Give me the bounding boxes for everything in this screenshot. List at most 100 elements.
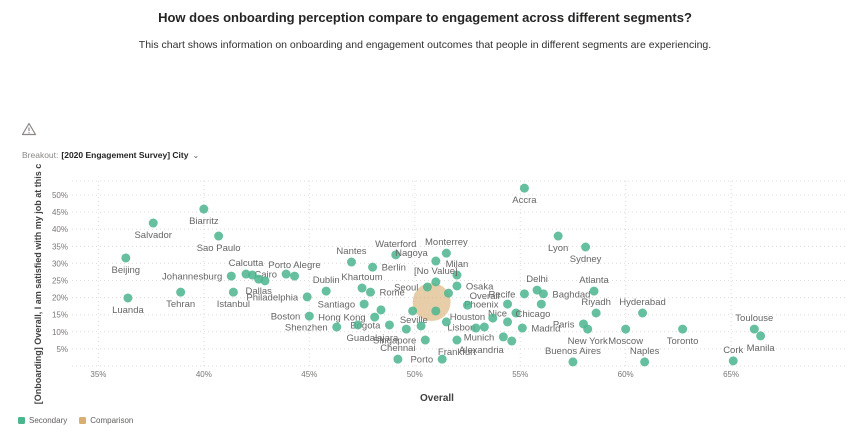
scatter-point-riyadh[interactable] <box>591 308 601 318</box>
scatter-point-shenzhen[interactable] <box>332 322 342 332</box>
scatter-point-point[interactable] <box>416 321 426 331</box>
point-label-chicago: Chicago <box>516 309 551 320</box>
point-label-delhi: Delhi <box>526 274 548 285</box>
scatter-point-atlanta[interactable] <box>589 286 599 296</box>
scatter-point-toronto[interactable] <box>678 324 688 334</box>
scatter-point-beijing[interactable] <box>121 253 131 263</box>
scatter-point-rome[interactable] <box>365 287 375 297</box>
point-label-atlanta: Atlanta <box>579 275 609 286</box>
scatter-point-milan[interactable] <box>452 270 462 280</box>
scatter-point-nantes[interactable] <box>346 257 356 267</box>
point-label-hong-kong: Hong Kong <box>318 313 366 324</box>
scatter-point-point[interactable] <box>441 317 451 327</box>
point-label-beijing: Beijing <box>112 265 141 276</box>
scatter-point-istanbul[interactable] <box>228 287 238 297</box>
breakout-control[interactable]: Breakout: [2020 Engagement Survey] City ⌄ <box>22 150 199 160</box>
scatter-point-point[interactable] <box>408 306 418 316</box>
point-label-santiago: Santiago <box>318 300 356 311</box>
scatter-point-madrid[interactable] <box>517 323 527 333</box>
point-label-hyderabad: Hyderabad <box>619 297 665 308</box>
scatter-point-buenos-aires[interactable] <box>568 357 578 367</box>
scatter-point-sydney[interactable] <box>581 242 591 252</box>
scatter-point-moscow[interactable] <box>621 324 631 334</box>
scatter-point-khartoum[interactable] <box>357 283 367 293</box>
legend-item-comparison[interactable]: Comparison <box>79 416 133 425</box>
scatter-point-point[interactable] <box>488 313 498 323</box>
scatter-point-lisbon[interactable] <box>479 322 489 332</box>
point-label-seoul: Seoul <box>394 283 418 294</box>
scatter-point-point[interactable] <box>471 323 481 333</box>
scatter-point-phoenix[interactable] <box>503 299 513 309</box>
point-label-sao-paulo: Sao Paulo <box>197 243 241 254</box>
scatter-point-point[interactable] <box>353 320 363 330</box>
scatter-point-frankfurt[interactable] <box>452 335 462 345</box>
scatter-point-munich[interactable] <box>498 332 508 342</box>
x-axis-title: Overall <box>420 393 454 404</box>
scatter-point-dublin[interactable] <box>321 286 331 296</box>
scatter-point-point[interactable] <box>376 305 386 315</box>
scatter-point-boston[interactable] <box>304 311 314 321</box>
point-label-rome: Rome <box>379 288 404 299</box>
scatter-point-sao-paulo[interactable] <box>214 231 224 241</box>
scatter-point-overall[interactable] <box>412 283 451 322</box>
warning-icon[interactable] <box>21 122 37 136</box>
scatter-point-seville[interactable] <box>431 306 441 316</box>
scatter-point-point[interactable] <box>444 288 453 298</box>
scatter-point-monterrey[interactable] <box>441 248 451 258</box>
scatter-point-waterford[interactable] <box>391 250 401 260</box>
scatter-point-chicago[interactable] <box>503 317 513 327</box>
scatter-point-alexandria[interactable] <box>507 336 517 346</box>
scatter-point-salvador[interactable] <box>148 218 158 228</box>
scatter-point-manila[interactable] <box>756 331 766 341</box>
point-label-nice: Nice <box>488 308 507 319</box>
scatter-point-hong-kong[interactable] <box>370 312 380 322</box>
point-label-nantes: Nantes <box>336 246 366 257</box>
scatter-point-singapore[interactable] <box>420 335 430 345</box>
scatter-point-seoul[interactable] <box>422 282 432 292</box>
point-label-lyon: Lyon <box>548 243 568 254</box>
scatter-point-osaka[interactable] <box>452 281 462 291</box>
scatter-point-santiago[interactable] <box>359 299 369 309</box>
legend-label: Secondary <box>29 416 68 425</box>
point-label-milan: Milan <box>446 259 469 270</box>
scatter-point-tehran[interactable] <box>176 287 186 297</box>
scatter-point-point[interactable] <box>260 276 270 286</box>
scatter-point-nagoya[interactable] <box>431 256 441 266</box>
scatter-point-cork[interactable] <box>728 356 738 366</box>
scatter-point-luanda[interactable] <box>123 293 133 303</box>
legend-item-secondary[interactable]: Secondary <box>18 416 67 425</box>
scatter-point-naples[interactable] <box>640 357 650 367</box>
scatter-point-lyon[interactable] <box>553 231 563 241</box>
scatter-point-biarritz[interactable] <box>199 204 209 214</box>
scatter-point-houston[interactable] <box>462 300 472 310</box>
scatter-point-new-york[interactable] <box>583 324 593 334</box>
scatter-point-point[interactable] <box>247 270 257 280</box>
point-label-shenzhen: Shenzhen <box>285 323 328 334</box>
y-tick-label: 50% <box>52 191 68 200</box>
scatter-point-point[interactable] <box>536 299 546 309</box>
scatter-point-cairo[interactable] <box>281 269 291 279</box>
point-label-buenos-aires: Buenos Aires <box>545 346 601 357</box>
legend-swatch-secondary <box>18 417 25 424</box>
point-label-houston: Houston <box>450 312 485 323</box>
scatter-point-accra[interactable] <box>519 183 529 193</box>
scatter-point-porto[interactable] <box>437 354 447 364</box>
scatter-point-berlin[interactable] <box>368 262 378 272</box>
scatter-point-philadelphia[interactable] <box>302 292 312 302</box>
scatter-point-recife[interactable] <box>519 289 529 299</box>
scatter-point-porto-alegre[interactable] <box>290 271 300 281</box>
x-tick-label: 60% <box>618 370 634 379</box>
scatter-point-toulouse[interactable] <box>749 324 759 334</box>
scatter-point-hyderabad[interactable] <box>638 308 648 318</box>
point-label-nagoya: Nagoya <box>395 248 428 259</box>
scatter-point-baghdad[interactable] <box>538 289 548 299</box>
scatter-point-bogota[interactable] <box>384 320 394 330</box>
scatter-point-no-value[interactable] <box>431 277 441 287</box>
scatter-point-chennai[interactable] <box>393 354 403 364</box>
point-label-bogota: Bogota <box>350 320 381 331</box>
scatter-point-nice[interactable] <box>511 308 521 318</box>
scatter-point-guadalajara[interactable] <box>401 324 411 334</box>
scatter-point-johannesburg[interactable] <box>226 271 236 281</box>
legend: Secondary Comparison <box>18 416 133 425</box>
